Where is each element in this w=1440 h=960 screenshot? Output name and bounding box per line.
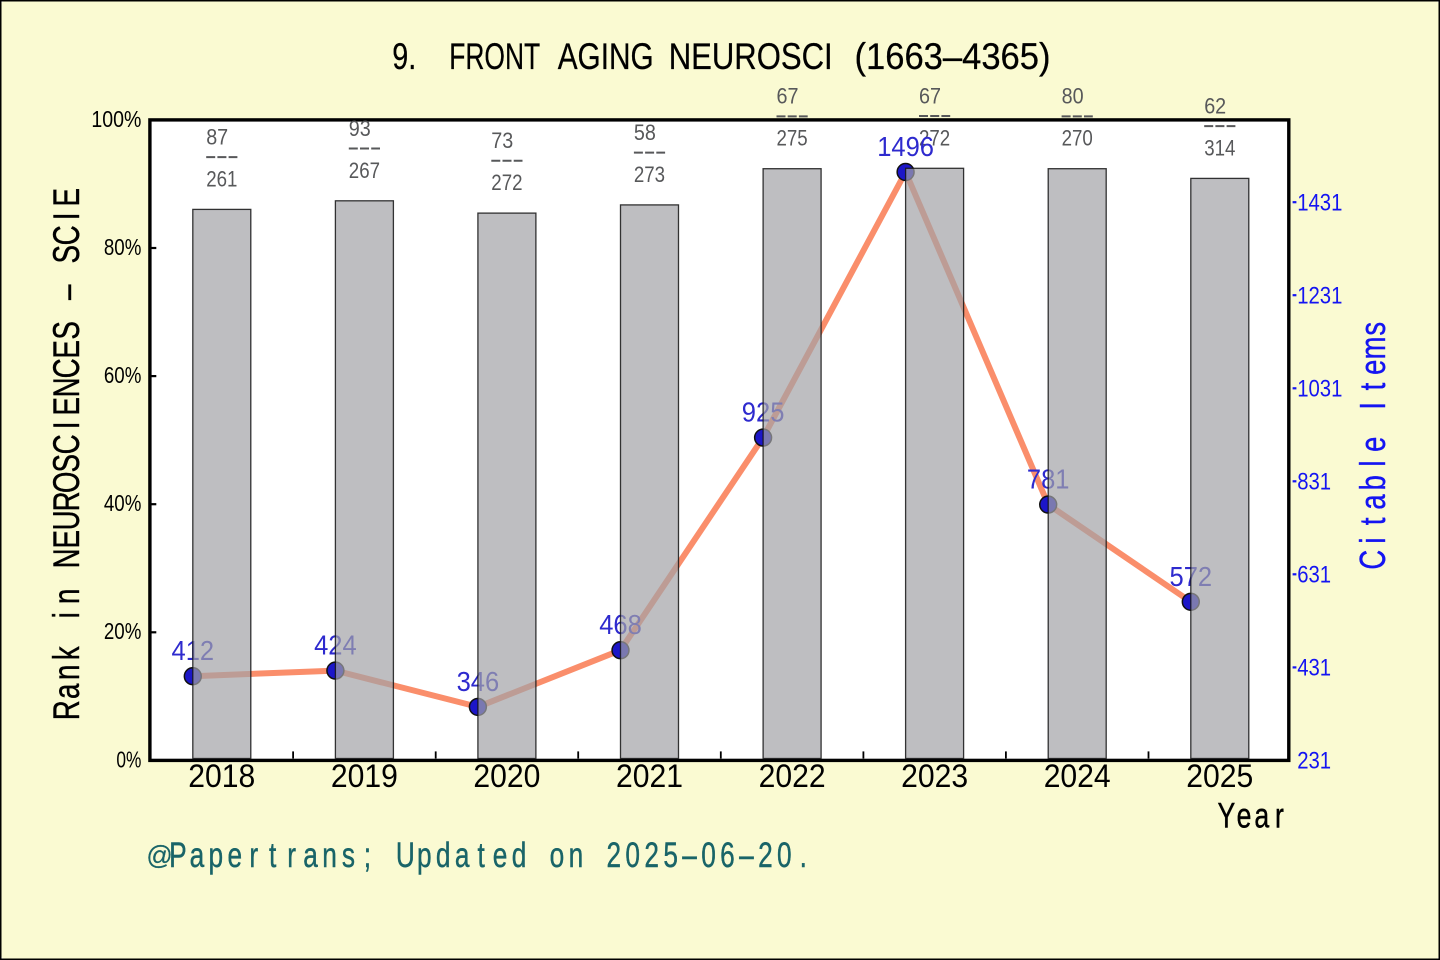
svg-text:80%: 80% (104, 234, 142, 260)
svg-text:631: 631 (1297, 562, 1331, 589)
svg-text:231: 231 (1297, 748, 1331, 775)
svg-text:831: 831 (1297, 469, 1331, 496)
svg-text:1231: 1231 (1297, 283, 1342, 310)
svg-text:2025: 2025 (1186, 758, 1253, 794)
svg-text:272: 272 (491, 170, 522, 195)
svg-text:(1663–4365): (1663–4365) (855, 36, 1051, 77)
svg-text:2020: 2020 (473, 758, 540, 794)
svg-text:FRONT: FRONT (449, 36, 540, 77)
svg-text:1496: 1496 (877, 131, 934, 162)
svg-text:261: 261 (206, 166, 237, 191)
svg-text:40%: 40% (104, 490, 142, 516)
svg-text:2024: 2024 (1044, 758, 1111, 794)
svg-text:314: 314 (1204, 135, 1235, 160)
svg-text:93: 93 (349, 116, 371, 141)
svg-text:275: 275 (777, 126, 808, 151)
svg-text:Rank in NEUROSCIENCES – SCIE: Rank in NEUROSCIENCES – SCIE (45, 188, 87, 720)
svg-text:270: 270 (1062, 126, 1093, 151)
svg-text:Papertrans; Updated on 2025–06: Papertrans; Updated on 2025–06–20. (155, 835, 807, 875)
svg-text:2023: 2023 (901, 758, 968, 794)
svg-text:1431: 1431 (1297, 190, 1342, 217)
svg-text:67: 67 (777, 84, 799, 109)
svg-text:2019: 2019 (331, 758, 398, 794)
svg-text:9.: 9. (392, 36, 416, 77)
svg-text:2022: 2022 (759, 758, 826, 794)
svg-text:100%: 100% (91, 106, 141, 132)
svg-text:80: 80 (1062, 84, 1084, 109)
svg-text:273: 273 (634, 162, 665, 187)
svg-text:NEUROSCI: NEUROSCI (669, 36, 833, 77)
svg-text:2021: 2021 (616, 758, 683, 794)
svg-text:87: 87 (206, 124, 228, 149)
svg-text:@: @ (146, 840, 172, 870)
svg-text:60%: 60% (104, 362, 142, 388)
svg-text:267: 267 (349, 158, 380, 183)
svg-text:73: 73 (491, 128, 513, 153)
svg-text:0%: 0% (116, 746, 141, 772)
svg-text:62: 62 (1204, 93, 1226, 118)
svg-text:272: 272 (919, 125, 950, 150)
svg-text:67: 67 (919, 83, 941, 108)
svg-text:431: 431 (1297, 655, 1331, 682)
svg-text:1031: 1031 (1297, 376, 1342, 403)
svg-text:58: 58 (634, 120, 656, 145)
svg-text:20%: 20% (104, 618, 142, 644)
svg-text:AGING: AGING (558, 36, 654, 77)
svg-text:2018: 2018 (188, 758, 255, 794)
